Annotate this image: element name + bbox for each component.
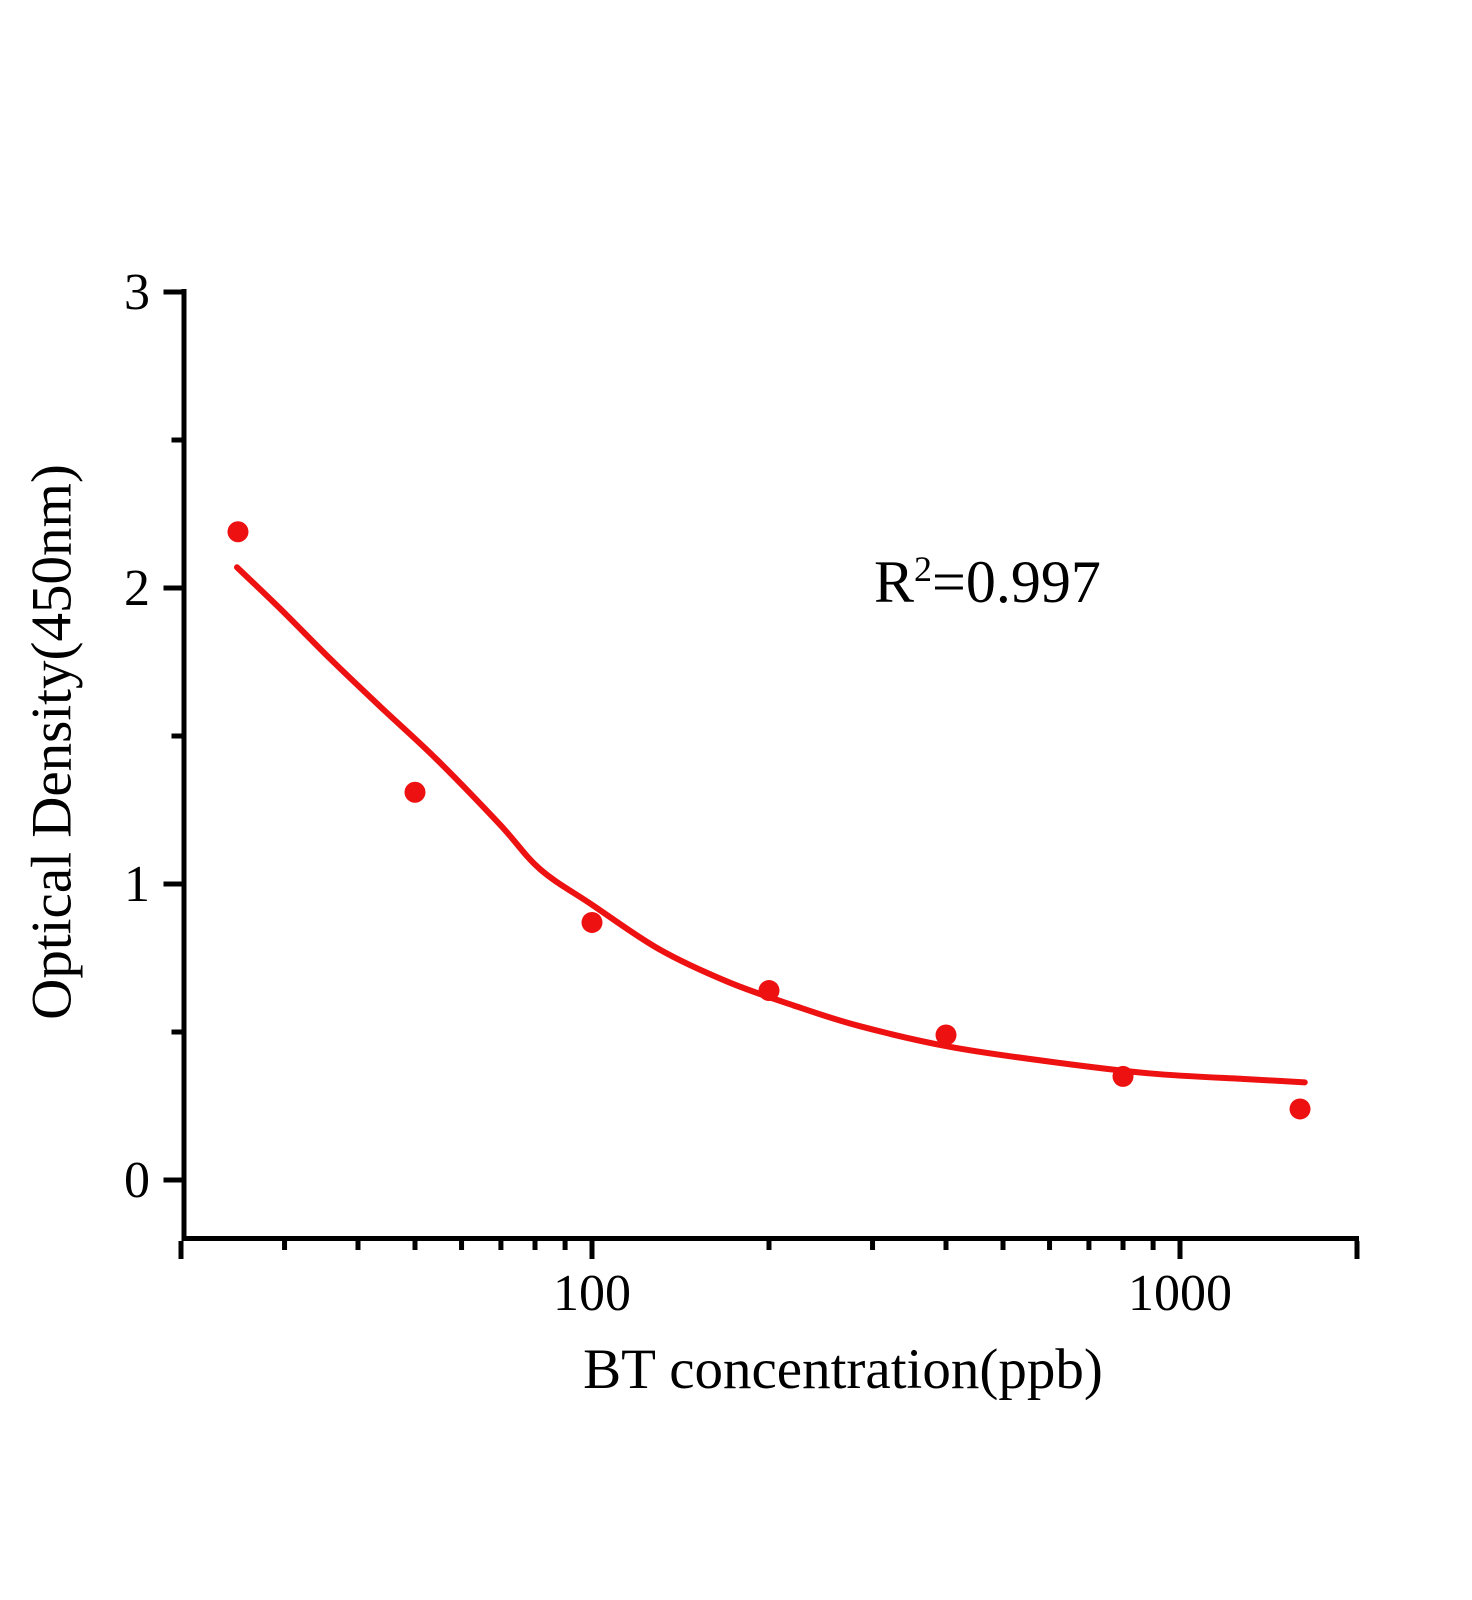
y-tick-label: 1 [124,856,150,913]
data-point [227,521,249,543]
data-point [935,1024,957,1046]
x-axis-title: BT concentration(ppb) [583,1338,1103,1401]
fit-curve [233,564,1308,1086]
r-squared-value: =0.997 [932,549,1101,615]
r-squared-base: R [874,549,915,615]
r-squared-superscript: 2 [914,549,933,589]
y-tick-label: 3 [124,264,150,321]
data-point [404,781,426,803]
y-tick-label: 0 [124,1152,150,1209]
data-point [581,911,603,933]
y-axis-title: Optical Density(450nm) [20,464,84,1020]
data-point [1112,1065,1134,1087]
data-point [758,980,780,1002]
data-point [1289,1098,1311,1120]
x-tick-label: 1000 [1128,1265,1232,1322]
x-tick-label: 100 [553,1265,631,1322]
y-tick-label: 2 [124,560,150,617]
r-squared-annotation: R2=0.997 [874,549,1101,615]
